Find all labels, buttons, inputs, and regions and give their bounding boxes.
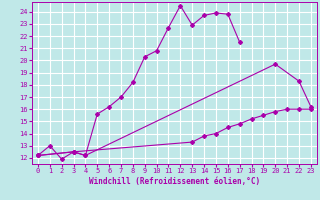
X-axis label: Windchill (Refroidissement éolien,°C): Windchill (Refroidissement éolien,°C)	[89, 177, 260, 186]
